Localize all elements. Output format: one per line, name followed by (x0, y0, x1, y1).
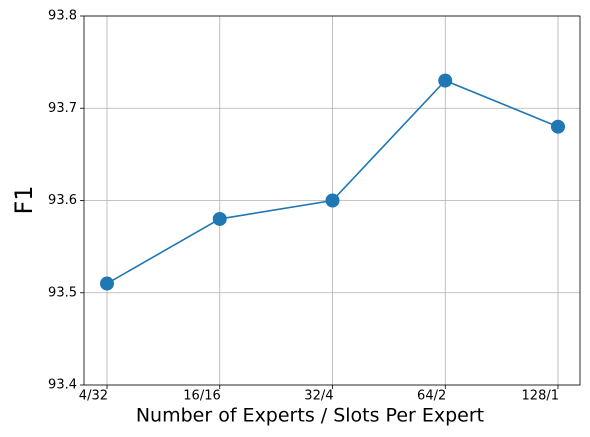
y-tick-label: 93.6 (48, 193, 77, 208)
x-tick-label: 128/1 (522, 389, 559, 404)
x-tick-label: 16/16 (183, 389, 220, 404)
y-tick-label: 93.5 (48, 285, 77, 300)
plot-frame (83, 15, 581, 386)
x-axis-label: Number of Experts / Slots Per Expert (136, 405, 484, 427)
x-tick-label: 64/2 (417, 389, 446, 404)
x-tick-label: 4/32 (79, 389, 108, 404)
data-point (212, 211, 227, 226)
data-point (551, 119, 565, 134)
data-point (325, 193, 340, 208)
y-tick-label: 93.8 (48, 9, 77, 24)
y-tick-label: 93.7 (48, 101, 77, 116)
data-point (438, 73, 453, 88)
x-tick-label: 32/4 (304, 389, 333, 404)
y-axis-label: F1 (10, 185, 38, 214)
y-tick-label: 93.4 (48, 378, 77, 393)
data-point (100, 276, 114, 291)
